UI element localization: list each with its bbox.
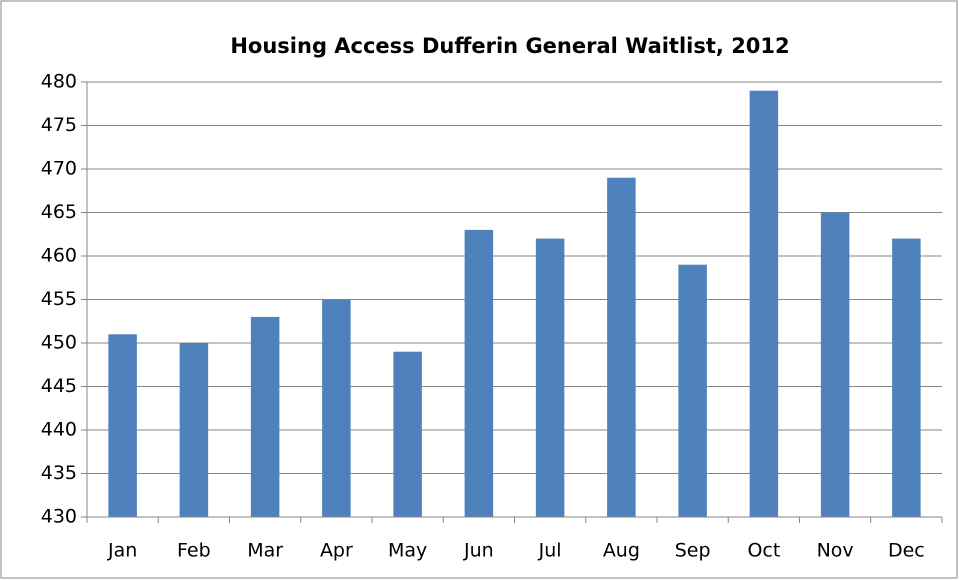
bar <box>535 238 565 517</box>
y-tick-label: 445 <box>41 375 77 397</box>
x-tick-label: Sep <box>675 540 711 562</box>
bar <box>607 177 636 517</box>
x-tick-label: Aug <box>603 540 640 562</box>
bar <box>393 351 422 517</box>
x-tick-label: Dec <box>888 540 925 562</box>
x-tick-label: Apr <box>320 540 353 562</box>
chart-title: Housing Access Dufferin General Waitlist… <box>230 34 789 58</box>
bar <box>678 264 707 517</box>
bar <box>322 299 351 517</box>
bar <box>749 90 779 517</box>
x-tick-label: Jul <box>538 540 562 562</box>
x-tick-label: Jun <box>463 540 494 562</box>
y-tick-label: 465 <box>41 201 77 223</box>
x-tick-label: Feb <box>177 540 211 562</box>
y-tick-label: 450 <box>41 332 77 354</box>
y-tick-label: 470 <box>41 158 77 180</box>
y-tick-label: 435 <box>41 462 77 484</box>
y-tick-label: 475 <box>41 114 77 136</box>
x-tick-label: May <box>388 540 427 562</box>
x-tick-label: Oct <box>747 540 780 562</box>
bar <box>820 212 850 517</box>
x-tick-label: Mar <box>247 540 283 562</box>
x-tick-label: Jan <box>107 540 137 562</box>
bar <box>108 334 137 517</box>
y-tick-label: 460 <box>41 245 77 267</box>
y-tick-label: 440 <box>41 419 77 441</box>
bar <box>464 229 494 517</box>
bar <box>179 343 209 517</box>
bar <box>892 238 921 517</box>
y-tick-label: 480 <box>41 71 77 93</box>
y-tick-label: 430 <box>41 506 77 528</box>
x-tick-label: Nov <box>817 540 854 562</box>
bar <box>250 316 280 517</box>
y-tick-label: 455 <box>41 288 77 310</box>
